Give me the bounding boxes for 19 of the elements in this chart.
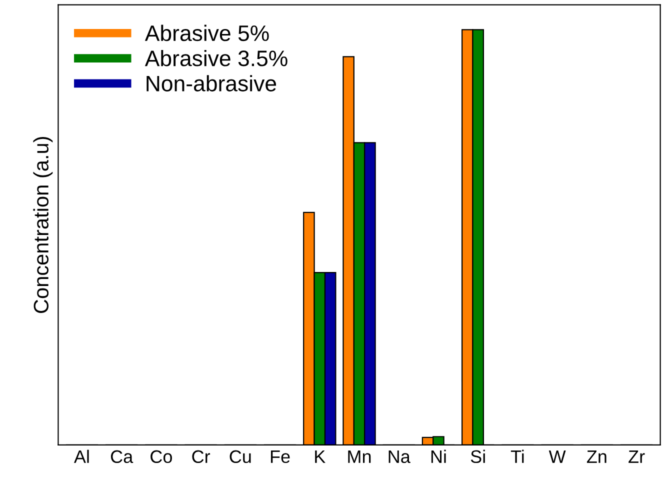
x-tick-label: Cr <box>192 450 210 464</box>
x-tick-label: Co <box>150 450 172 464</box>
x-tick-label: Al <box>74 450 89 463</box>
x-tick-label: Ni <box>431 450 446 463</box>
legend-label: Abrasive 3.5% <box>144 50 288 66</box>
x-tick-label: Si <box>470 450 485 464</box>
x-tick-label: Cu <box>230 450 251 464</box>
x-tick-label: Zr <box>628 450 645 463</box>
x-tick-label: Na <box>388 450 410 464</box>
x-tick-label: Ca <box>110 450 134 464</box>
x-tick-label: Zn <box>586 450 606 463</box>
x-tick-label: Mn <box>348 450 371 463</box>
x-tick-label: Fe <box>270 450 290 464</box>
legend-label: Abrasive 5% <box>144 24 269 42</box>
y-axis-title: Concentration (a.u) <box>33 136 53 313</box>
x-tick-label: K <box>315 450 326 463</box>
x-tick-label: Ti <box>510 450 524 463</box>
legend-label: Non-abrasive <box>146 75 276 92</box>
x-tick-label: W <box>548 450 566 463</box>
